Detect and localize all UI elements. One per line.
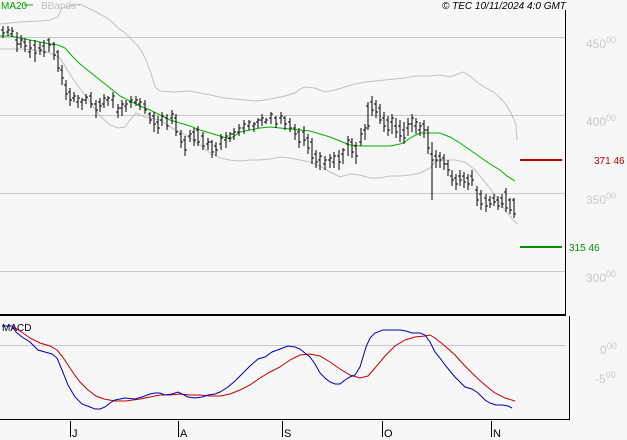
price-axis-label-300: 30000 <box>586 269 616 285</box>
x-axis-month-label: J <box>72 428 78 440</box>
macd-line <box>2 325 513 410</box>
x-axis-month-label: N <box>493 428 501 440</box>
copyright-timestamp: © TEC 10/11/2024 4:0 GMT <box>442 1 567 12</box>
price-axis-label-400: 40000 <box>586 113 616 129</box>
x-axis-month-label: A <box>180 428 188 440</box>
bbands-upper-line <box>0 3 518 141</box>
macd-signal-line <box>2 325 516 402</box>
price-axis: 45000 40000 35000 30000 <box>586 35 616 285</box>
x-axis-month-label: O <box>384 428 393 440</box>
price-grid <box>0 37 565 272</box>
macd-axis-label-zero: 000 <box>600 341 617 357</box>
price-axis-label-450: 45000 <box>586 35 616 51</box>
x-axis-month-label: S <box>284 428 291 440</box>
x-axis <box>70 421 492 437</box>
support-level-label: 315 46 <box>569 243 600 254</box>
macd-axis-label-neg500: -500 <box>595 370 616 386</box>
price-axis-label-350: 35000 <box>586 191 616 207</box>
price-bars <box>1 26 516 218</box>
resistance-level-label: 371 46 <box>594 156 625 167</box>
legend-bbands-label: BBands <box>41 1 76 12</box>
legend-ma20-label: MA20 <box>1 1 28 12</box>
